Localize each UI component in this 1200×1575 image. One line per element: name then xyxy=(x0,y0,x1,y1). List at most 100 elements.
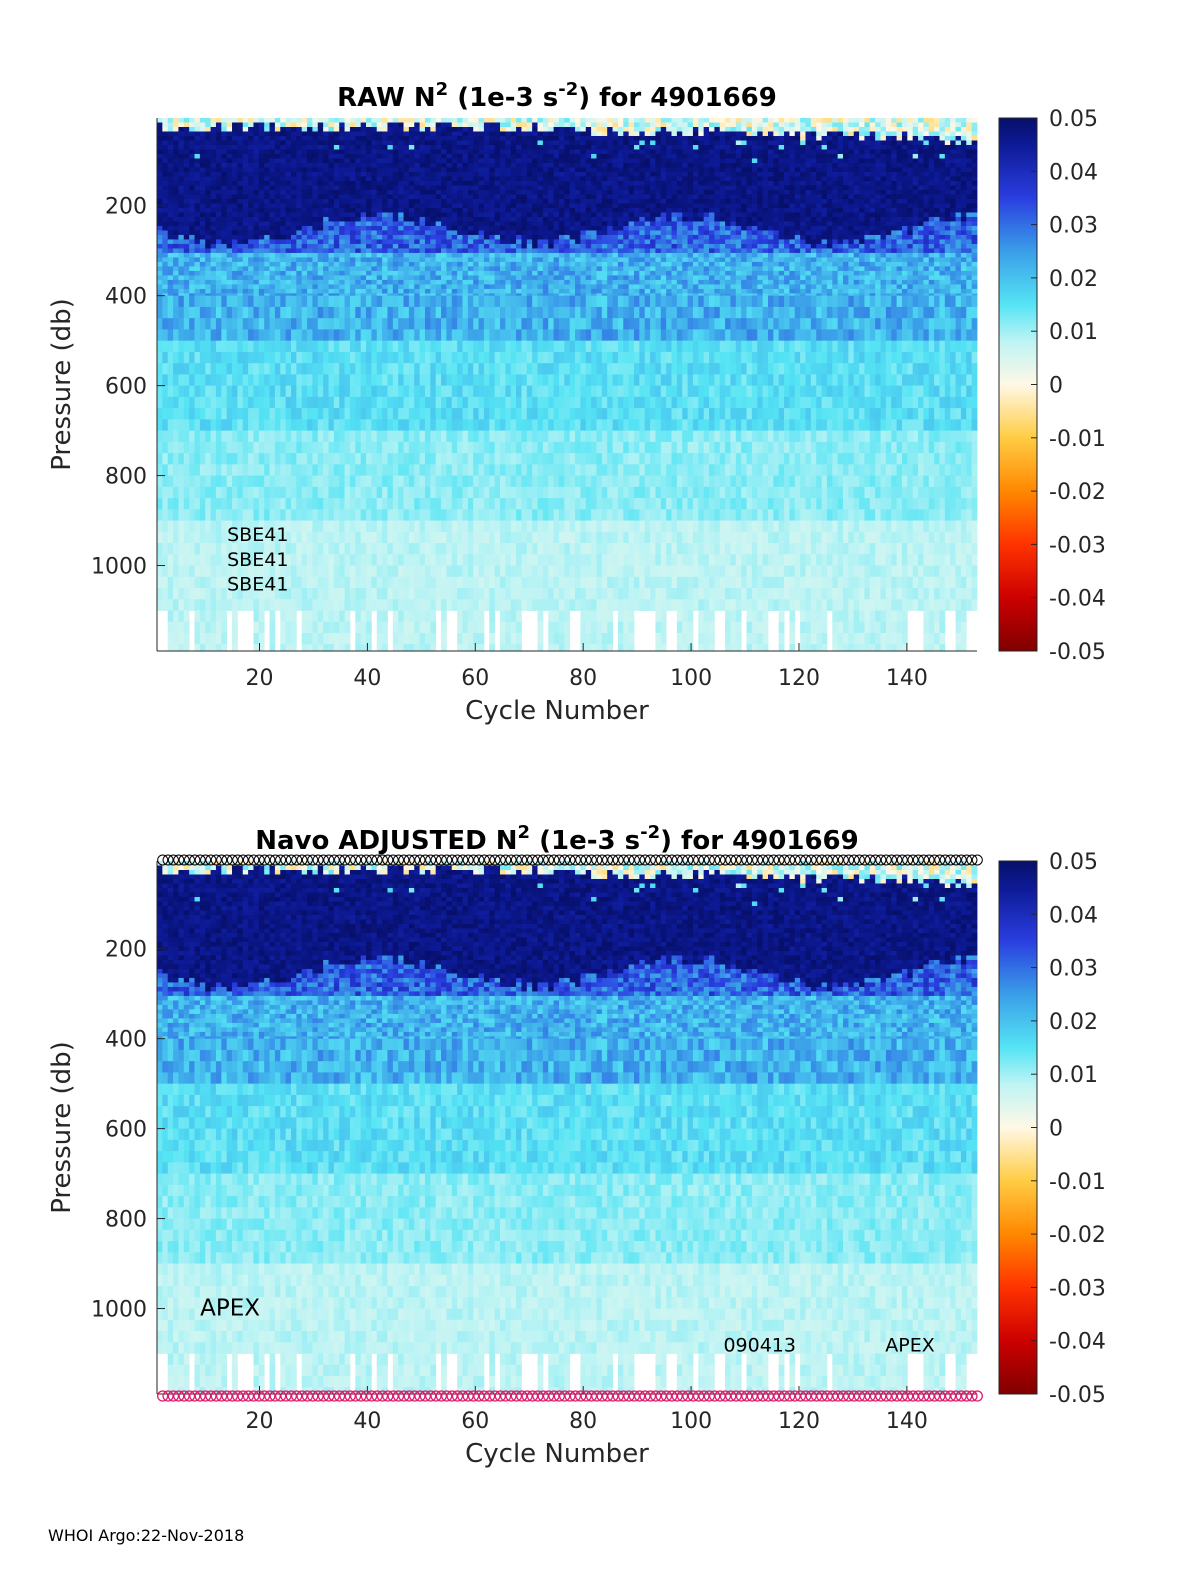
heatmap-cell xyxy=(173,374,179,387)
heatmap-cell xyxy=(258,329,265,342)
heatmap-cell xyxy=(307,543,313,555)
heatmap-cell xyxy=(183,234,190,240)
heatmap-cell xyxy=(349,453,356,465)
heatmap-cell xyxy=(269,340,276,353)
heatmap-cell xyxy=(232,131,238,137)
heatmap-cell xyxy=(403,430,410,443)
heatmap-cell xyxy=(173,167,179,173)
heatmap-cell xyxy=(232,167,238,173)
heatmap-cell xyxy=(408,180,415,186)
heatmap-cell xyxy=(451,475,458,488)
heatmap-cell xyxy=(237,385,244,398)
heatmap-cell xyxy=(162,441,169,454)
heatmap-cell xyxy=(467,284,474,290)
heatmap-cell xyxy=(339,464,345,476)
heatmap-cell xyxy=(301,610,308,623)
heatmap-cell xyxy=(441,396,447,409)
heatmap-cell xyxy=(376,194,383,200)
heatmap-cell xyxy=(199,144,206,150)
heatmap-cell xyxy=(424,385,431,398)
heatmap-cell xyxy=(162,385,169,398)
heatmap-cell xyxy=(387,318,394,330)
heatmap-cell xyxy=(312,284,319,290)
heatmap-cell xyxy=(183,118,190,123)
heatmap-cell xyxy=(264,419,270,431)
heatmap-cell xyxy=(441,234,447,240)
heatmap-cell xyxy=(521,531,528,544)
heatmap-cell xyxy=(333,599,340,611)
heatmap-cell xyxy=(173,520,179,533)
heatmap-cell xyxy=(173,293,179,297)
heatmap-cell xyxy=(210,610,217,623)
heatmap-cell xyxy=(403,185,410,191)
heatmap-cell xyxy=(205,498,211,510)
heatmap-cell xyxy=(307,144,313,150)
heatmap-cell xyxy=(226,306,233,319)
heatmap-cell xyxy=(526,257,533,263)
heatmap-cell xyxy=(344,486,351,499)
heatmap-cell xyxy=(403,225,410,231)
heatmap-cell xyxy=(500,180,506,186)
heatmap-cell xyxy=(199,212,206,218)
heatmap-cell xyxy=(355,248,362,254)
heatmap-cell xyxy=(441,248,447,254)
heatmap-cell xyxy=(510,122,517,128)
heatmap-cell xyxy=(285,441,292,454)
heatmap-cell xyxy=(242,599,249,611)
heatmap-cell xyxy=(215,252,222,258)
heatmap-cell xyxy=(205,127,211,132)
heatmap-cell xyxy=(317,374,324,387)
heatmap-cell xyxy=(269,221,276,227)
heatmap-cell xyxy=(478,158,485,164)
heatmap-cell xyxy=(242,288,249,294)
heatmap-cell xyxy=(194,318,201,330)
heatmap-cell xyxy=(349,198,356,204)
heatmap-cell xyxy=(526,441,533,454)
heatmap-cell xyxy=(419,531,426,544)
heatmap-cell xyxy=(312,153,319,159)
heatmap-cell xyxy=(274,185,281,191)
heatmap-cell xyxy=(317,509,324,521)
heatmap-cell xyxy=(451,266,458,272)
heatmap-cell xyxy=(167,453,174,465)
heatmap-cell xyxy=(328,385,335,398)
heatmap-cell xyxy=(424,248,431,254)
heatmap-cell xyxy=(510,234,517,240)
heatmap-cell xyxy=(521,257,528,263)
heatmap-cell xyxy=(355,486,362,499)
heatmap-cell xyxy=(194,396,201,409)
heatmap-cell xyxy=(210,176,217,182)
heatmap-cell xyxy=(414,531,421,544)
heatmap-cell xyxy=(478,275,485,281)
heatmap-cell xyxy=(157,588,163,600)
heatmap-cell xyxy=(494,234,501,240)
heatmap-cell xyxy=(478,610,485,623)
heatmap-cell xyxy=(441,279,447,285)
heatmap-cell xyxy=(355,288,362,294)
heatmap-cell xyxy=(242,194,249,200)
heatmap-cell xyxy=(349,419,356,431)
heatmap-cell xyxy=(494,486,501,499)
heatmap-cell xyxy=(392,408,399,420)
heatmap-cell xyxy=(189,266,195,272)
heatmap-cell xyxy=(317,554,324,566)
heatmap-cell xyxy=(312,207,319,213)
heatmap-cell xyxy=(258,131,265,137)
heatmap-cell xyxy=(183,565,190,578)
heatmap-cell xyxy=(290,543,297,555)
heatmap-cell xyxy=(441,293,447,297)
heatmap-cell xyxy=(280,576,287,589)
heatmap-cell xyxy=(414,127,421,132)
heatmap-cell xyxy=(194,363,201,375)
heatmap-cell xyxy=(189,239,195,245)
heatmap-cell xyxy=(376,270,383,276)
heatmap-cell xyxy=(451,351,458,364)
heatmap-cell xyxy=(430,295,437,308)
heatmap-cell xyxy=(392,270,399,276)
heatmap-cell xyxy=(328,351,335,364)
heatmap-cell xyxy=(253,520,260,533)
heatmap-cell xyxy=(510,118,517,123)
heatmap-cell xyxy=(526,162,533,168)
heatmap-cell xyxy=(446,216,453,222)
heatmap-cell xyxy=(328,509,335,521)
